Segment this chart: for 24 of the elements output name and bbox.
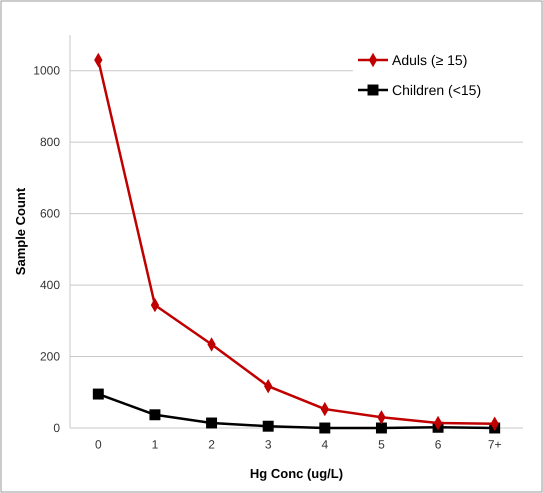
y-tick-label: 600 bbox=[40, 206, 60, 220]
point bbox=[319, 422, 330, 434]
x-tick-label: 4 bbox=[321, 438, 328, 452]
y-tick-label: 0 bbox=[53, 420, 60, 435]
y-axis-title: Sample Count bbox=[13, 187, 28, 276]
legend-label: Children (<15) bbox=[392, 82, 482, 98]
point bbox=[92, 388, 104, 400]
y-tick-label: 400 bbox=[40, 278, 60, 292]
x-tick-label: 7+ bbox=[488, 438, 502, 452]
point bbox=[149, 409, 160, 420]
x-tick-label: 5 bbox=[378, 438, 386, 452]
point bbox=[206, 418, 218, 428]
point bbox=[376, 422, 387, 434]
x-tick-label: 0 bbox=[94, 438, 102, 452]
x-axis-title: Hg Conc (ug/L) bbox=[250, 466, 344, 481]
legend-label: Aduls (≥ 15) bbox=[392, 52, 468, 68]
x-tick-label: 6 bbox=[434, 438, 442, 452]
y-tick-label: 200 bbox=[40, 349, 60, 364]
x-tick-label: 3 bbox=[264, 438, 272, 452]
y-tick-label: 800 bbox=[40, 135, 60, 150]
x-tick-label: 1 bbox=[152, 438, 159, 452]
y-tick-label: 1000 bbox=[33, 64, 60, 78]
x-tick-label: 2 bbox=[208, 438, 216, 452]
point bbox=[262, 420, 274, 432]
